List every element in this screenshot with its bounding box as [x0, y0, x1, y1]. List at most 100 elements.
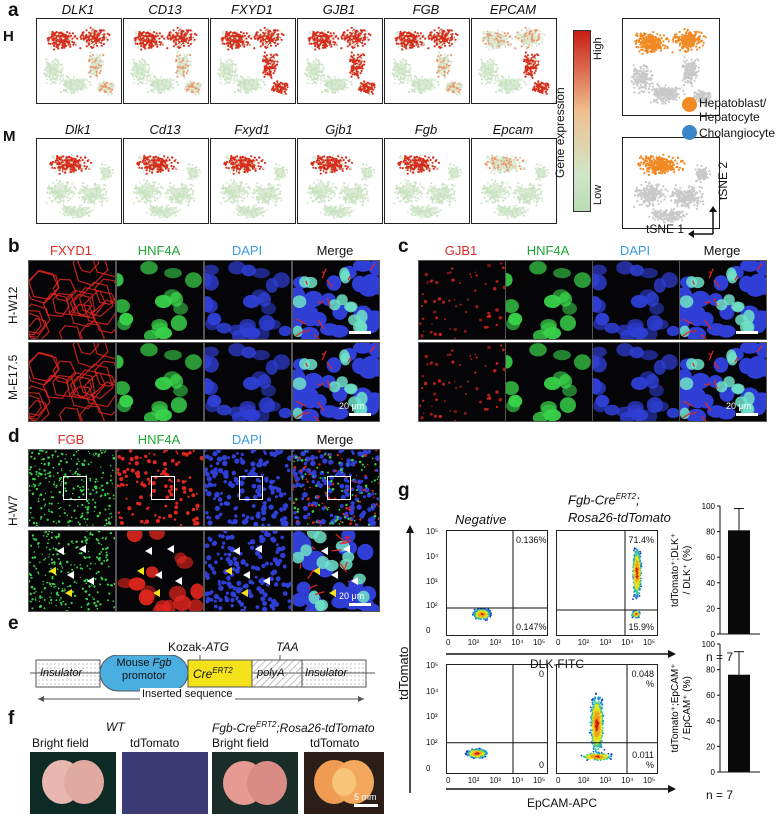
- tsne-cell-point: [456, 33, 459, 37]
- tsne-cell-point: [331, 80, 334, 83]
- tsne-cell-point: [278, 37, 281, 40]
- tsne-cell-point: [184, 63, 187, 66]
- tsne-cell-point: [148, 46, 151, 49]
- human-tsne-fgb: [384, 18, 470, 104]
- tsne-cell-point: [57, 35, 60, 38]
- tsne-cell-point: [145, 31, 148, 34]
- tsne-cell-point: [108, 33, 111, 37]
- tsne-cell-point: [263, 69, 266, 72]
- tsne-cell-point: [173, 35, 177, 39]
- tsne-cell-point: [98, 61, 101, 65]
- tsne-cell-point: [398, 36, 401, 39]
- tsne-cell-point: [96, 65, 100, 68]
- tsne-cell-point: [245, 32, 248, 35]
- tsne-cell-point: [160, 91, 163, 94]
- tsne-cell-point: [148, 32, 151, 35]
- tsne-cell-point: [71, 32, 74, 35]
- tsne-cell-point: [229, 59, 232, 62]
- tsne-cell-point: [446, 32, 449, 35]
- tsne-cell-point: [363, 37, 366, 40]
- tsne-cell-point: [360, 82, 363, 85]
- tsne-cell-point: [91, 30, 94, 33]
- tsne-cell-point: [94, 72, 97, 75]
- tsne-cell-point: [159, 80, 162, 84]
- tsne-cell-point: [315, 81, 318, 84]
- tsne-cell-point: [334, 86, 337, 89]
- tsne-cell-point: [271, 63, 274, 66]
- panel-a-label: a: [8, 0, 19, 22]
- tsne-cell-point: [152, 81, 155, 84]
- tsne-cell-point: [351, 73, 354, 76]
- tsne-cell-point: [309, 36, 312, 39]
- tsne-cell-point: [155, 32, 158, 35]
- tsne-cell-point: [450, 42, 453, 46]
- human-gene-label: DLK1: [36, 2, 120, 17]
- tsne-cell-point: [276, 87, 279, 90]
- tsne-cell-point: [329, 32, 332, 35]
- tsne-cell-point: [170, 78, 173, 81]
- tsne-cell-point: [306, 78, 310, 81]
- tsne-cell-point: [309, 76, 312, 79]
- tsne-cell-point: [231, 70, 234, 73]
- tsne-cell-point: [416, 38, 420, 41]
- tsne-cell-point: [59, 69, 62, 72]
- tsne-cell-point: [191, 30, 194, 33]
- tsne-cell-point: [415, 40, 419, 43]
- tsne-cell-point: [137, 36, 140, 39]
- tsne-cell-point: [227, 44, 230, 48]
- tsne-cell-point: [100, 39, 103, 42]
- tsne-cell-point: [280, 90, 283, 93]
- tsne-cell-point: [176, 69, 179, 72]
- tsne-cell-point: [187, 88, 190, 91]
- tsne-cell-point: [439, 33, 442, 36]
- tsne-cell-point: [325, 34, 329, 38]
- tsne-cell-point: [242, 32, 245, 35]
- tsne-cell-point: [174, 33, 177, 36]
- tsne-cell-point: [59, 76, 62, 79]
- tsne-cell-point: [61, 44, 64, 47]
- tsne-cell-point: [352, 30, 355, 33]
- tsne-cell-point: [342, 31, 345, 34]
- tsne-cell-point: [359, 37, 362, 40]
- tsne-cell-point: [88, 71, 91, 74]
- tsne-cell-point: [262, 80, 265, 83]
- tsne-cell-point: [240, 91, 243, 94]
- tsne-cell-point: [182, 44, 186, 47]
- tsne-cell-point: [317, 41, 321, 44]
- tsne-cell-point: [358, 57, 361, 60]
- tsne-cell-point: [50, 72, 53, 75]
- tsne-cell-point: [354, 31, 357, 34]
- tsne-cell-point: [306, 82, 309, 85]
- tsne-cell-point: [155, 41, 158, 45]
- tsne-cell-point: [265, 33, 268, 36]
- tsne-cell-point: [318, 37, 321, 40]
- tsne-cell-point: [137, 78, 140, 81]
- tsne-cell-point: [230, 63, 233, 66]
- tsne-cell-point: [180, 31, 183, 34]
- tsne-cell-point: [190, 83, 193, 86]
- tsne-cell-point: [268, 65, 272, 68]
- tsne-cell-point: [417, 34, 421, 37]
- tsne-cell-point: [172, 86, 175, 89]
- tsne-cell-point: [336, 87, 339, 90]
- tsne-cell-point: [55, 78, 58, 81]
- tsne-cell-point: [181, 59, 184, 62]
- tsne-cell-point: [406, 31, 409, 34]
- tsne-cell-point: [306, 66, 309, 69]
- tsne-cell-point: [254, 34, 257, 37]
- tsne-cell-point: [419, 40, 422, 43]
- tsne-cell-point: [152, 84, 155, 87]
- tsne-cell-point: [253, 47, 256, 50]
- tsne-cell-point: [65, 39, 68, 42]
- tsne-cell-point: [306, 75, 309, 78]
- tsne-cell-point: [179, 27, 182, 30]
- tsne-cell-point: [185, 72, 188, 75]
- tsne-cell-point: [407, 40, 411, 43]
- tsne-cell-point: [327, 37, 330, 41]
- tsne-cell-point: [148, 67, 151, 70]
- tsne-cell-point: [189, 35, 192, 38]
- tsne-cell-point: [359, 72, 362, 75]
- tsne-cell-point: [282, 33, 285, 37]
- tsne-cell-point: [99, 35, 103, 38]
- tsne-cell-point: [170, 33, 173, 36]
